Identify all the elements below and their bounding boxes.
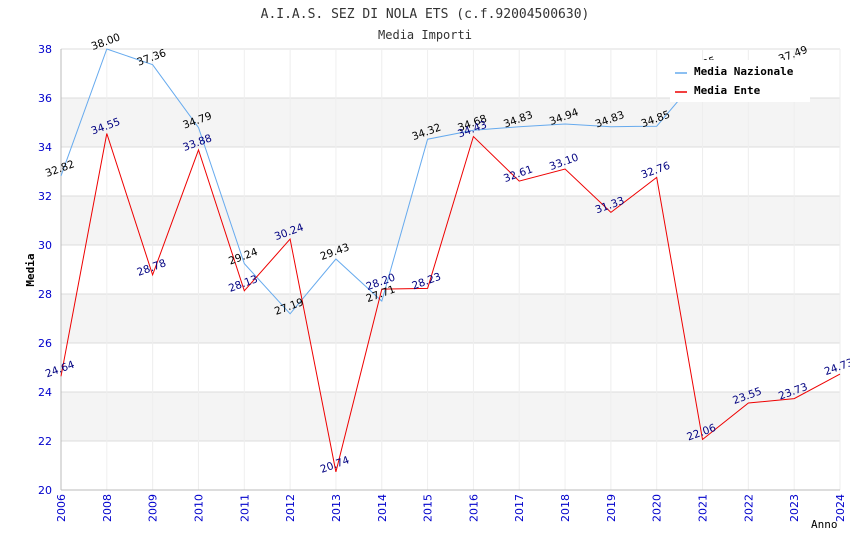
data-label-ente: 28.13 [227, 273, 259, 295]
x-tick-label: 2022 [742, 494, 755, 522]
legend-label-ente: Media Ente [694, 84, 761, 97]
grid-band [61, 294, 840, 343]
data-label-nazionale: 29.24 [227, 246, 260, 268]
x-tick-label: 2020 [651, 494, 664, 522]
x-tick-label: 2014 [376, 494, 389, 522]
x-tick-label: 2008 [101, 494, 114, 522]
y-axis-label: Media [24, 253, 37, 286]
grid-band [61, 392, 840, 441]
x-tick-label: 2006 [55, 494, 68, 522]
y-tick-label: 36 [38, 92, 52, 105]
chart-subtitle: Media Importi [378, 28, 472, 42]
x-tick-label: 2009 [147, 494, 160, 522]
data-label-ente: 28.78 [135, 257, 167, 279]
x-axis-label: Anno [811, 518, 838, 531]
y-tick-label: 22 [38, 435, 52, 448]
data-label-nazionale: 37.36 [135, 47, 168, 69]
x-tick-label: 2023 [788, 494, 801, 522]
grid-bands [61, 98, 840, 441]
x-tick-label: 2010 [192, 494, 205, 522]
x-tick-label: 2017 [513, 494, 526, 522]
x-tick-label: 2015 [422, 494, 435, 522]
series-layer [60, 48, 841, 473]
grid-band [61, 98, 840, 147]
data-label-nazionale: 38.00 [90, 31, 122, 53]
chart-title: A.I.A.S. SEZ DI NOLA ETS (c.f.9200450063… [261, 7, 590, 22]
data-label-ente: 24.73 [823, 357, 850, 379]
legend-label-nazionale: Media Nazionale [694, 65, 794, 78]
y-tick-label: 24 [38, 386, 52, 399]
y-tick-label: 26 [38, 337, 52, 350]
data-label-ente: 28.23 [410, 271, 442, 293]
series-line-nazionale [60, 48, 795, 315]
grid-lines [60, 48, 841, 491]
legend-background [670, 60, 810, 102]
x-tick-label: 2011 [238, 494, 251, 522]
y-tick-label: 32 [38, 190, 52, 203]
y-tick-label: 30 [38, 239, 52, 252]
x-tick-label: 2024 [834, 494, 847, 522]
data-label-nazionale: 32.82 [44, 158, 76, 180]
legend: Media Nazionale Media Ente [670, 60, 810, 102]
x-tick-label: 2019 [605, 494, 618, 522]
x-tick-label: 2021 [697, 494, 710, 522]
y-tick-label: 28 [38, 288, 52, 301]
y-tick-label: 34 [38, 141, 52, 154]
x-tick-label: 2013 [330, 494, 343, 522]
grid-band [61, 196, 840, 245]
x-tick-label: 2018 [559, 494, 572, 522]
y-tick-label: 38 [38, 43, 52, 56]
y-tick-label: 20 [38, 484, 52, 497]
data-label-ente: 20.74 [319, 454, 352, 476]
data-label-ente: 32.61 [502, 163, 534, 185]
data-label-ente: 24.64 [44, 359, 77, 381]
x-tick-label: 2012 [284, 494, 297, 522]
series-line-ente [60, 133, 841, 473]
x-tick-label: 2016 [467, 494, 480, 522]
